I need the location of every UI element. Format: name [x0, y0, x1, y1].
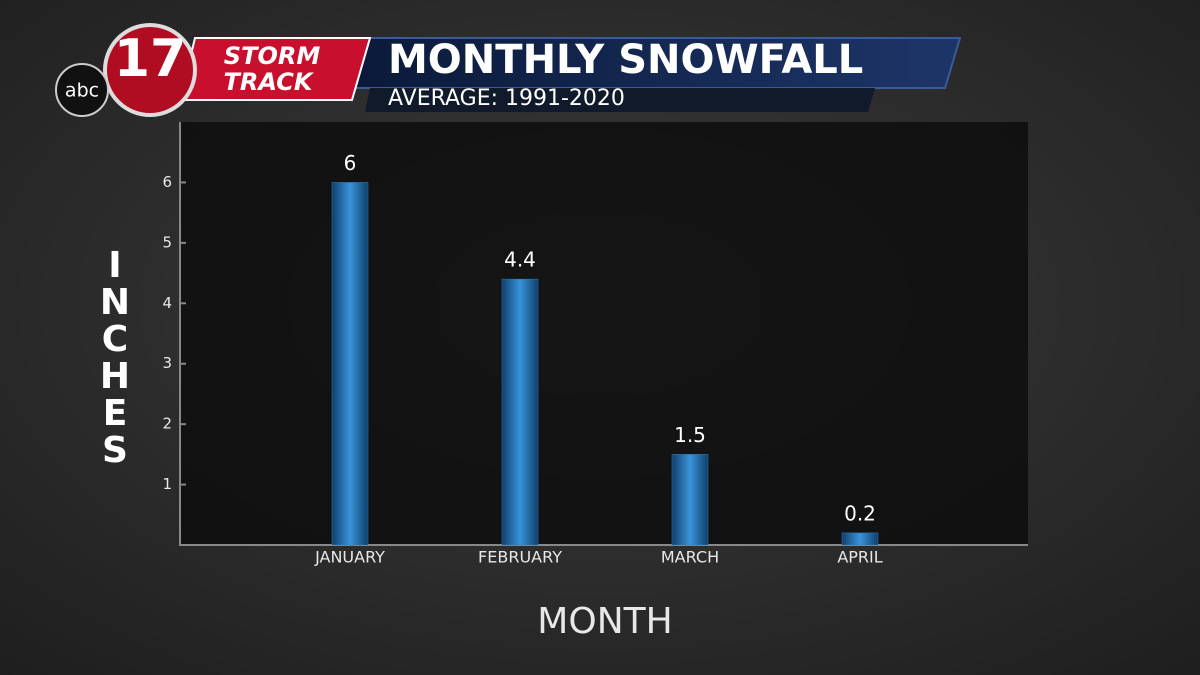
x-axis-title: MONTH	[537, 601, 672, 642]
plot-area	[180, 122, 1028, 545]
subtitle-banner	[365, 88, 875, 112]
logo-text: STORM	[224, 42, 321, 70]
logo-circle	[103, 23, 197, 117]
bar	[671, 454, 709, 546]
value-label: 1.5	[674, 423, 706, 447]
chart-title: MONTHLY SNOWFALL	[388, 37, 863, 83]
y-tick-label: 6	[162, 173, 172, 191]
value-label: 4.4	[504, 248, 536, 272]
logo-channel: 17	[114, 29, 186, 89]
bar	[841, 532, 879, 546]
value-label: 0.2	[844, 501, 876, 525]
value-label: 6	[344, 151, 357, 175]
chart-subtitle: AVERAGE: 1991-2020	[388, 86, 625, 111]
y-axis-title: INCHES	[95, 245, 136, 467]
logo-text: TRACK	[224, 68, 315, 96]
y-tick-label: 5	[162, 233, 172, 251]
x-tick-label: MARCH	[661, 548, 719, 567]
bar	[501, 278, 539, 546]
logo-network-circle	[55, 63, 109, 117]
bar	[331, 182, 369, 546]
x-tick-label: JANUARY	[314, 548, 385, 567]
y-tick-label: 3	[162, 354, 172, 372]
x-tick-label: FEBRUARY	[478, 548, 562, 567]
y-tick-label: 2	[162, 415, 172, 433]
y-tick-label: 1	[162, 475, 172, 493]
logo-network: abc	[65, 80, 99, 102]
x-tick-label: APRIL	[837, 548, 882, 567]
y-tick-label: 4	[162, 294, 172, 312]
